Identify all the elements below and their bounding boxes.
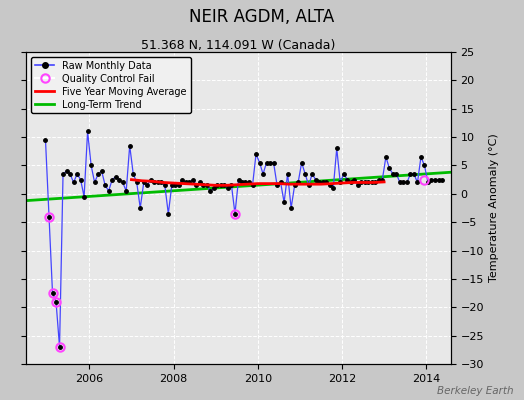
Legend: Raw Monthly Data, Quality Control Fail, Five Year Moving Average, Long-Term Tren: Raw Monthly Data, Quality Control Fail, … xyxy=(31,57,191,113)
Title: 51.368 N, 114.091 W (Canada): 51.368 N, 114.091 W (Canada) xyxy=(141,39,335,52)
Text: NEIR AGDM, ALTA: NEIR AGDM, ALTA xyxy=(189,8,335,26)
Text: Berkeley Earth: Berkeley Earth xyxy=(437,386,514,396)
Y-axis label: Temperature Anomaly (°C): Temperature Anomaly (°C) xyxy=(489,134,499,282)
